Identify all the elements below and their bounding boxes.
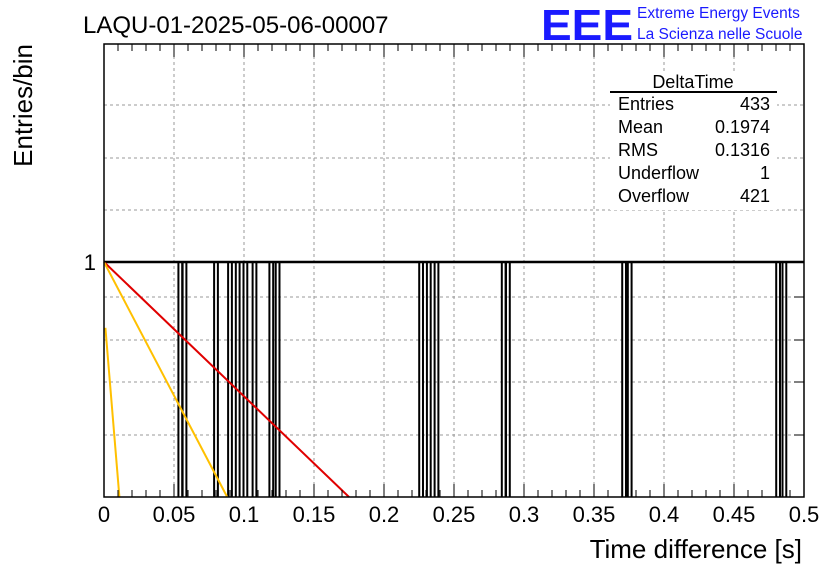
histogram-bin [418,261,424,497]
x-tick-label: 0.4 [649,502,680,527]
x-tick-label: 0.3 [509,502,540,527]
histogram-bin [213,261,219,497]
eee-logo: EEE Extreme Energy Events La Scienza nel… [541,1,802,50]
fit-line [103,261,229,498]
stats-row-label: Overflow [618,186,690,206]
y-tick-label: 1 [84,250,96,275]
stats-row-label: Underflow [618,163,700,183]
fit-line [104,327,121,498]
x-tick-label: 0.1 [229,502,260,527]
tick-labels: 0 0.05 0.1 0.15 0.2 0.25 0.3 0.35 0.4 0.45 0.5 1 [84,250,820,527]
stats-row-value: 0.1316 [715,140,770,160]
histogram-bin [268,261,275,497]
stats-row-label: Entries [618,94,674,114]
histogram-bin [621,261,627,497]
stats-row-value: 0.1974 [715,117,770,137]
y-axis-label: Entries/bin [8,44,38,167]
x-tick-label: 0 [98,502,110,527]
logo-line-2: La Scienza nelle Scuole [637,26,802,43]
fit-lines [103,261,350,498]
stats-row-label: RMS [618,140,658,160]
stats-row-value: 421 [740,186,770,206]
x-tick-label: 0.45 [713,502,756,527]
x-tick-label: 0.2 [369,502,400,527]
chart-title: LAQU-01-2025-05-06-00007 [83,12,389,39]
logo-letters: EEE [541,1,633,50]
stats-box-background [610,72,777,210]
x-tick-label: 0.25 [433,502,476,527]
x-tick-label: 0.5 [789,502,820,527]
histogram-bars [104,260,804,497]
stats-row-value: 433 [740,94,770,114]
logo-line-1: Extreme Energy Events [637,5,800,22]
stats-title: DeltaTime [652,72,733,92]
stats-row-value: 1 [760,163,770,183]
axis-ticks [103,44,805,497]
stats-row-label: Mean [618,117,663,137]
x-tick-label: 0.35 [573,502,616,527]
histogram-bin [274,261,281,497]
x-tick-label: 0.15 [293,502,336,527]
x-axis-label: Time difference [s] [590,534,802,564]
histogram-bin [242,261,249,497]
grid [104,44,804,497]
x-tick-label: 0.05 [153,502,196,527]
fit-line [103,261,350,498]
stats-box: DeltaTime Entries 433 Mean 0.1974 RMS 0.1316 U… [610,72,777,210]
histogram-bin [626,261,633,497]
